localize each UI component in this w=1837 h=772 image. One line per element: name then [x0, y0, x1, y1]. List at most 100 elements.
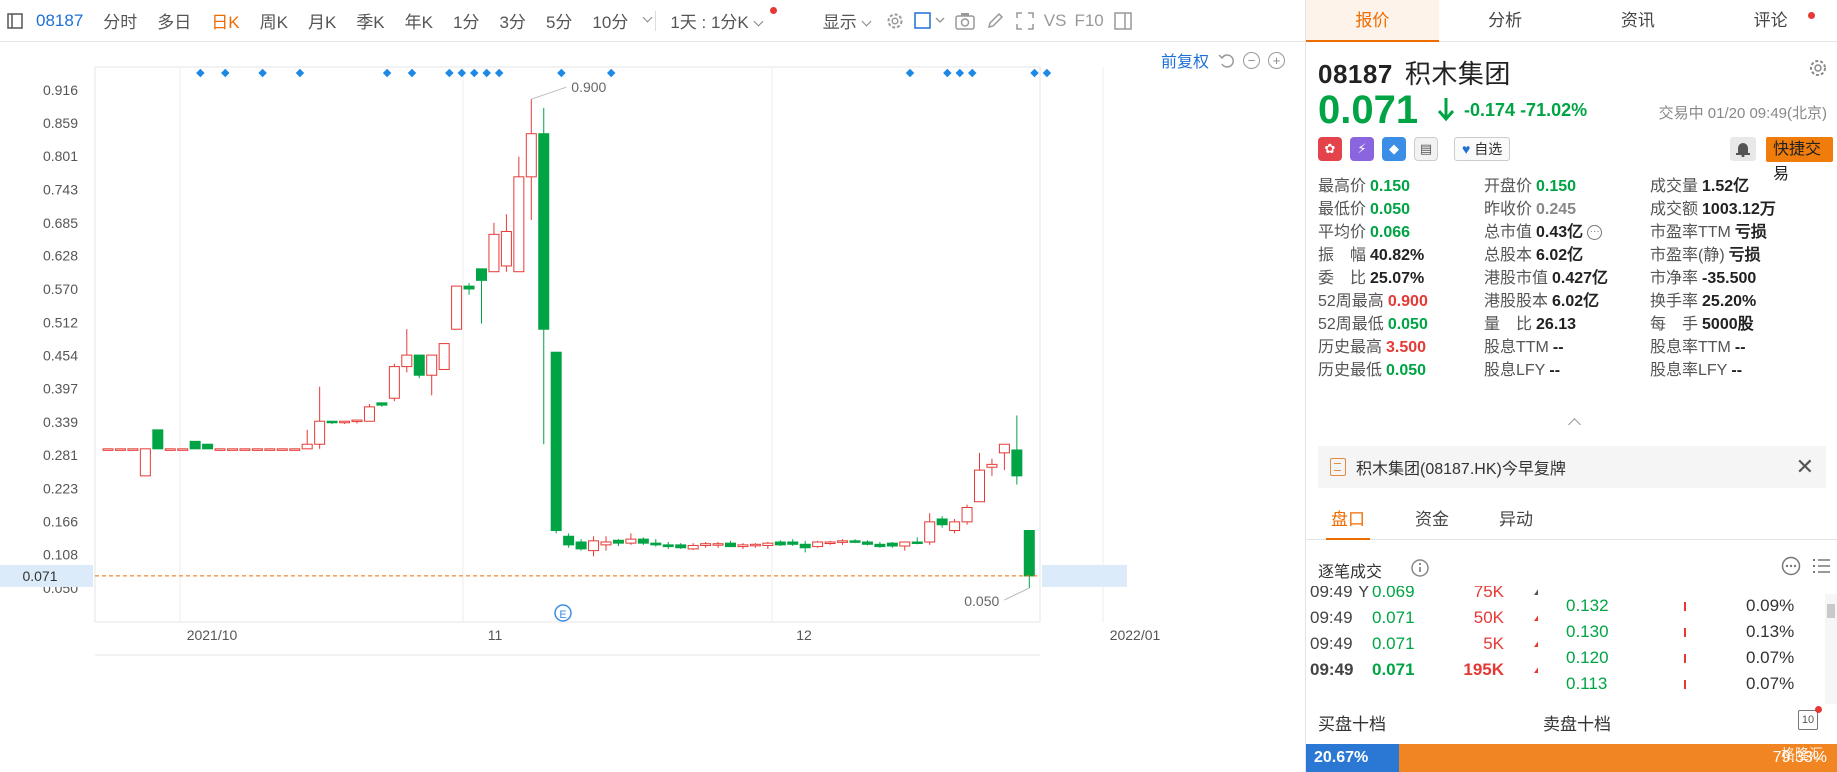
tab-comments[interactable]: 评论	[1704, 0, 1837, 41]
kline-chart[interactable]: 2021/1011122022/010.9160.9160.8590.8590.…	[0, 42, 1305, 772]
tab-daily-k[interactable]: 日K	[211, 13, 240, 32]
candle-body[interactable]	[513, 176, 525, 273]
candle-body[interactable]	[239, 448, 251, 451]
candle-body[interactable]	[127, 448, 139, 451]
zoom-in-icon[interactable]: +	[1268, 51, 1285, 69]
candle-body[interactable]	[152, 429, 164, 450]
candle-body[interactable]	[799, 543, 811, 549]
scrollbar-thumb[interactable]	[1827, 604, 1835, 618]
candle-body[interactable]	[936, 518, 948, 526]
candle-body[interactable]	[388, 366, 400, 399]
depth-row[interactable]: 0.132 0.09%	[1554, 594, 1824, 622]
candle-body[interactable]	[687, 544, 699, 550]
undo-icon[interactable]	[1217, 51, 1235, 69]
candle-body[interactable]	[177, 448, 189, 451]
chevron-up-icon[interactable]	[1568, 418, 1581, 431]
candle-body[interactable]	[326, 420, 338, 424]
tab-multiday[interactable]: 多日	[157, 13, 192, 32]
candle-body[interactable]	[550, 351, 562, 531]
price-adjust-toggle[interactable]: 前复权	[1160, 54, 1209, 71]
candle-body[interactable]	[139, 448, 151, 477]
draw-pencil-icon[interactable]	[980, 6, 1010, 36]
dividend-marker[interactable]	[968, 68, 977, 78]
margin-icon[interactable]: ⚡	[1350, 137, 1374, 161]
tab-intraday[interactable]: 分时	[103, 13, 138, 32]
dividend-marker[interactable]	[557, 68, 566, 78]
tab-analysis[interactable]: 分析	[1488, 11, 1523, 30]
more-options-icon[interactable]	[1781, 556, 1801, 576]
f10-button[interactable]: F10	[1074, 10, 1104, 30]
candle-body[interactable]	[538, 133, 550, 330]
candle-body[interactable]	[401, 354, 413, 368]
candle-body[interactable]	[189, 440, 201, 450]
bell-icon[interactable]	[1730, 137, 1756, 161]
candle-body[interactable]	[339, 420, 351, 424]
candle-body[interactable]	[600, 541, 612, 546]
candle-body[interactable]	[625, 538, 637, 544]
candle-body[interactable]	[874, 543, 886, 548]
info-icon[interactable]	[1411, 559, 1429, 577]
candle-body[interactable]	[762, 542, 774, 546]
depth-list[interactable]: 0.132 0.09% 0.130 0.13% 0.120 0.07% 0.113 0.07%	[1554, 594, 1824, 704]
sidebar-toggle-icon[interactable]	[0, 6, 30, 36]
candle-body[interactable]	[525, 133, 537, 178]
candle-body[interactable]	[276, 448, 288, 451]
add-watchlist-button[interactable]: ♥ 自选	[1454, 137, 1511, 161]
tick-row[interactable]: 09:49 0.071 5K	[1306, 630, 1538, 658]
candle-body[interactable]	[1011, 449, 1023, 477]
candle-body[interactable]	[725, 542, 736, 548]
candle-body[interactable]	[675, 544, 687, 549]
candle-body[interactable]	[949, 521, 961, 531]
candle-body[interactable]	[612, 539, 624, 544]
candle-body[interactable]	[426, 354, 438, 376]
candle-body[interactable]	[463, 285, 475, 290]
gear-icon[interactable]	[1808, 58, 1828, 84]
camera-icon[interactable]	[950, 6, 980, 36]
color-box-dropdown-icon[interactable]	[910, 6, 950, 36]
tab-order-book[interactable]: 盘口	[1306, 500, 1390, 540]
dividend-marker[interactable]	[295, 68, 305, 78]
tab-unusual-moves[interactable]: 异动	[1499, 510, 1533, 529]
candle-body[interactable]	[662, 544, 674, 548]
depth-row[interactable]: 0.113 0.07%	[1554, 670, 1824, 700]
candle-body[interactable]	[251, 448, 263, 451]
candle-body[interactable]	[849, 540, 861, 543]
candle-body[interactable]	[438, 343, 450, 370]
candle-body[interactable]	[363, 406, 375, 422]
dividend-marker[interactable]	[955, 68, 965, 78]
tag-icon[interactable]: ◆	[1382, 137, 1406, 161]
panel-toggle-icon[interactable]	[1108, 6, 1138, 36]
stock-code[interactable]: 08187	[36, 10, 84, 30]
candle-body[interactable]	[924, 521, 936, 543]
dividend-marker[interactable]	[470, 68, 479, 78]
display-menu[interactable]: 显示	[813, 8, 880, 33]
candle-body[interactable]	[264, 448, 276, 451]
dividend-marker[interactable]	[407, 68, 417, 78]
close-icon[interactable]: ✕	[1795, 454, 1814, 479]
candle-body[interactable]	[114, 448, 126, 451]
interval-select[interactable]: 1天 : 1分K	[660, 8, 771, 33]
candle-body[interactable]	[886, 542, 898, 547]
depth-row[interactable]: 0.130 0.13%	[1554, 618, 1824, 648]
tab-news[interactable]: 资讯	[1620, 11, 1655, 30]
candle-body[interactable]	[289, 448, 301, 451]
event-marker-icon[interactable]	[554, 604, 572, 622]
candle-body[interactable]	[712, 543, 724, 546]
candle-body[interactable]	[164, 448, 176, 451]
dividend-marker[interactable]	[221, 68, 230, 78]
dividend-marker[interactable]	[382, 68, 392, 78]
tab-quarterly-k[interactable]: 季K	[356, 13, 385, 32]
candle-body[interactable]	[488, 233, 500, 273]
candle-body[interactable]	[974, 469, 985, 503]
dividend-marker[interactable]	[445, 68, 454, 78]
candle-body[interactable]	[837, 540, 849, 543]
news-banner[interactable]: 积木集团(08187.HK)今早复牌 ✕	[1318, 446, 1826, 488]
dividend-marker[interactable]	[482, 68, 491, 78]
candle-body[interactable]	[899, 541, 911, 547]
candle-body[interactable]	[787, 541, 799, 545]
tab-monthly-k[interactable]: 月K	[307, 13, 337, 32]
candle-body[interactable]	[588, 540, 600, 552]
dividend-marker[interactable]	[606, 68, 616, 78]
candle-body[interactable]	[961, 506, 973, 523]
candle-body[interactable]	[376, 402, 388, 406]
